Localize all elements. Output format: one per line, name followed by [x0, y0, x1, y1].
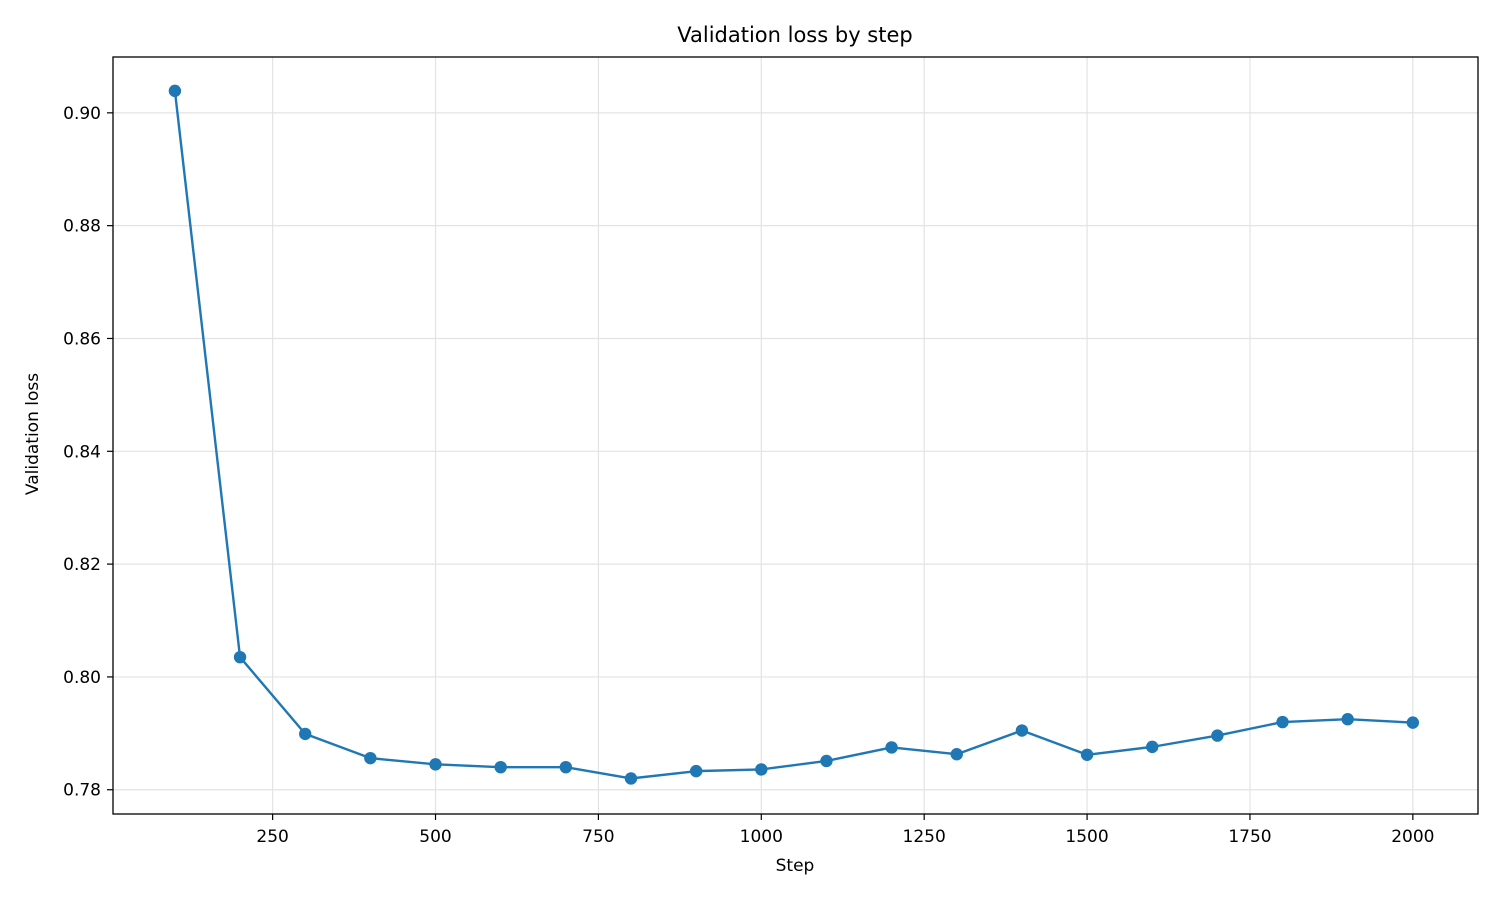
- data-point: [885, 741, 898, 754]
- chart-title: Validation loss by step: [677, 23, 912, 47]
- data-point: [1211, 729, 1224, 742]
- y-tick-label: 0.82: [63, 555, 101, 575]
- data-point: [689, 764, 703, 778]
- y-tick-label: 0.80: [63, 668, 101, 688]
- data-point: [168, 84, 182, 98]
- x-tick-label: 2000: [1391, 827, 1434, 847]
- x-axis-label: Step: [776, 856, 815, 876]
- data-point: [820, 754, 833, 768]
- x-tick-label: 1500: [1065, 827, 1108, 847]
- x-tick-label: 750: [582, 827, 614, 847]
- axes: 250 500 750 1000 1250 1500 1750 2000 0.78 0.80 0.8…: [63, 56, 1479, 847]
- data-point: [364, 751, 377, 765]
- x-tick-label: 1250: [903, 827, 946, 847]
- data-point: [1276, 715, 1289, 729]
- data-point: [1406, 716, 1420, 729]
- y-axis-label: Validation loss: [23, 373, 43, 495]
- data-point: [1146, 740, 1159, 754]
- data-point: [1015, 724, 1029, 737]
- data-point: [1341, 713, 1354, 726]
- data-point: [1080, 748, 1094, 761]
- y-tick-label: 0.78: [63, 781, 101, 801]
- y-tick-label: 0.88: [63, 217, 101, 237]
- data-point: [755, 763, 768, 776]
- x-tick-label: 1000: [740, 827, 783, 847]
- data-point: [624, 772, 638, 785]
- y-tick-label: 0.90: [63, 104, 101, 124]
- x-tick-label: 1750: [1228, 827, 1271, 847]
- x-tick-label: 500: [419, 827, 451, 847]
- data-point: [299, 727, 312, 741]
- data-point: [494, 760, 507, 774]
- x-tick-label: 250: [256, 827, 288, 847]
- data-point: [233, 650, 247, 664]
- series-line: [173, 89, 1415, 780]
- y-tick-label: 0.86: [63, 329, 101, 349]
- data-point: [950, 748, 963, 761]
- series-layer: [168, 84, 1420, 785]
- plot-frame: [112, 56, 1479, 815]
- y-tick-label: 0.84: [63, 442, 101, 462]
- grid: [113, 57, 1478, 814]
- data-point: [429, 758, 442, 771]
- data-point: [559, 760, 573, 774]
